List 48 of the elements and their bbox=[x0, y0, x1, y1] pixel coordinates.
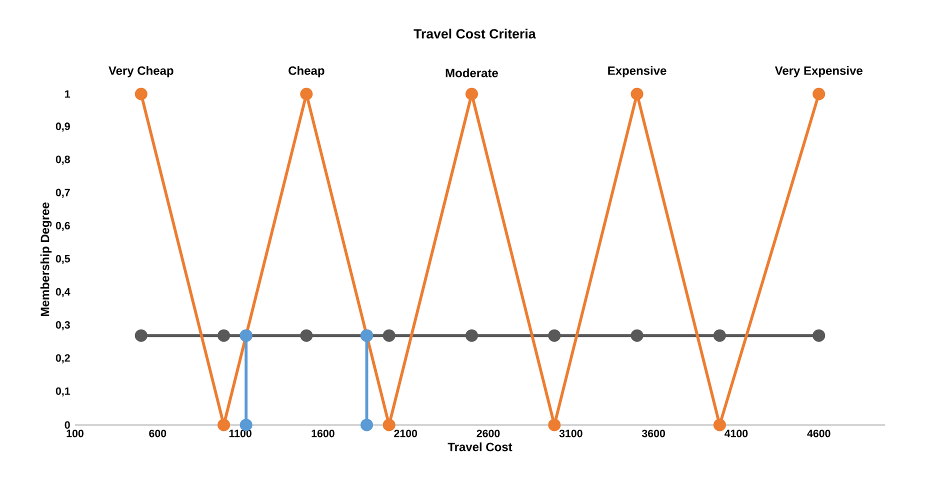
y-tick-label: 1 bbox=[65, 90, 70, 98]
y-tick-label: 0,7 bbox=[56, 188, 70, 198]
point bbox=[465, 329, 478, 342]
point bbox=[218, 418, 230, 432]
point bbox=[134, 329, 148, 342]
y-tick-label: 0 bbox=[64, 421, 70, 429]
point bbox=[812, 329, 826, 342]
x-tick-label: 4100 bbox=[724, 430, 748, 438]
x-tick-label: 4600 bbox=[807, 430, 830, 438]
x-tick-label: 3100 bbox=[559, 430, 582, 438]
point bbox=[382, 329, 396, 342]
point bbox=[548, 329, 561, 342]
point bbox=[134, 88, 148, 100]
x-tick-label: 2100 bbox=[394, 430, 418, 438]
y-tick-label: 0,3 bbox=[56, 321, 70, 330]
point bbox=[382, 418, 396, 432]
y-axis-title: Membership Degree bbox=[40, 202, 52, 316]
y-tick-label: 0,2 bbox=[56, 354, 70, 364]
annotation: Very Expensive bbox=[774, 66, 862, 78]
point bbox=[300, 88, 313, 100]
point bbox=[548, 418, 561, 432]
y-tick-label: 0,6 bbox=[56, 222, 70, 231]
y-tick-label: 0,9 bbox=[56, 122, 70, 132]
x-tick-label: 100 bbox=[66, 430, 84, 438]
x-tick-label: 1100 bbox=[229, 430, 252, 438]
point bbox=[630, 329, 644, 342]
x-tick-label: 1600 bbox=[312, 430, 334, 438]
point bbox=[713, 329, 726, 342]
point bbox=[713, 418, 726, 432]
chart-title: Travel Cost Criteria bbox=[414, 28, 536, 39]
point bbox=[218, 329, 230, 342]
y-tick-label: 0,8 bbox=[56, 156, 70, 165]
point bbox=[630, 88, 644, 100]
x-axis-title: Travel Cost bbox=[448, 442, 512, 452]
point bbox=[300, 329, 313, 342]
annotation: Expensive bbox=[608, 66, 666, 78]
annotation: Moderate bbox=[446, 68, 498, 78]
point bbox=[360, 418, 374, 432]
y-tick-label: 0,4 bbox=[56, 288, 70, 298]
annotation: Very Cheap bbox=[108, 66, 174, 78]
point bbox=[812, 88, 826, 100]
x-tick-label: 2600 bbox=[476, 430, 500, 438]
annotation: Cheap bbox=[288, 66, 324, 78]
x-tick-label: 600 bbox=[149, 430, 166, 438]
y-tick-label: 0,1 bbox=[56, 387, 70, 396]
y-tick-label: 0,5 bbox=[56, 254, 70, 264]
x-tick-label: 3600 bbox=[642, 430, 665, 438]
point bbox=[465, 88, 478, 100]
